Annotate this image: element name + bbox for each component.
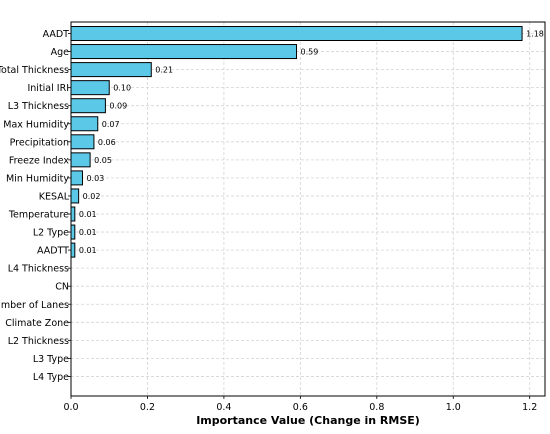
bar (70, 116, 99, 132)
category-label: L3 Type (33, 354, 69, 365)
data-label: 0.01 (79, 228, 97, 237)
bar (70, 134, 95, 150)
bar (70, 98, 106, 114)
data-label: 0.09 (109, 102, 127, 111)
bar (70, 152, 91, 168)
category-label: L4 Thickness (8, 264, 69, 275)
bar (70, 170, 83, 186)
x-tick-label: 0.2 (140, 402, 155, 413)
bar (70, 242, 76, 258)
category-label: AADT (43, 29, 70, 40)
category-label: Freeze Index (9, 155, 70, 166)
bars (70, 26, 523, 258)
x-tick-label: 0.0 (63, 402, 78, 413)
x-tick-label: 1.2 (522, 402, 537, 413)
data-label: 1.18 (526, 30, 544, 39)
bar (70, 188, 80, 204)
bar (70, 224, 76, 240)
x-tick-label: 1.0 (446, 402, 461, 413)
x-tick-label: 0.8 (369, 402, 384, 413)
data-label: 0.02 (83, 192, 101, 201)
data-label: 0.07 (102, 120, 120, 129)
category-label: Number of Lanes (0, 300, 69, 311)
x-tick-label: 0.6 (293, 402, 308, 413)
bar (70, 26, 523, 41)
category-label: L3 Thickness (8, 101, 69, 112)
axes: AADT 1.18 Age 0.59 Total Thickness 0.21 Initia… (0, 21, 546, 413)
data-label: 0.05 (94, 156, 112, 165)
category-label: KESAL (39, 191, 70, 202)
x-axis-title: Importance Value (Change in RMSE) (196, 414, 420, 427)
data-label: 0.59 (301, 48, 319, 57)
data-label: 0.03 (86, 174, 104, 183)
category-label: Age (51, 47, 70, 58)
data-label: 0.06 (98, 138, 116, 147)
category-label: Climate Zone (5, 318, 69, 329)
category-label: Temperature (8, 210, 69, 221)
category-label: Total Thickness (0, 65, 69, 76)
bar (70, 62, 152, 78)
category-label: Initial IRI (27, 83, 69, 94)
grid (70, 22, 545, 396)
data-label: 0.21 (155, 66, 173, 75)
category-label: AADTT (37, 246, 69, 257)
plot-frame (70, 21, 546, 397)
data-label: 0.10 (113, 84, 131, 93)
category-label: Min Humidity (6, 173, 69, 184)
category-label: L4 Type (33, 372, 69, 383)
category-label: L2 Thickness (8, 336, 69, 347)
category-label: CN (55, 282, 69, 293)
category-label: Max Humidity (3, 119, 69, 130)
data-label: 0.01 (79, 246, 97, 255)
x-tick-label: 0.4 (216, 402, 231, 413)
bar (70, 80, 110, 96)
category-label: L2 Type (33, 228, 69, 239)
bar (70, 44, 298, 60)
bar (70, 206, 76, 222)
category-label: Precipitation (10, 137, 69, 148)
data-label: 0.01 (79, 210, 97, 219)
